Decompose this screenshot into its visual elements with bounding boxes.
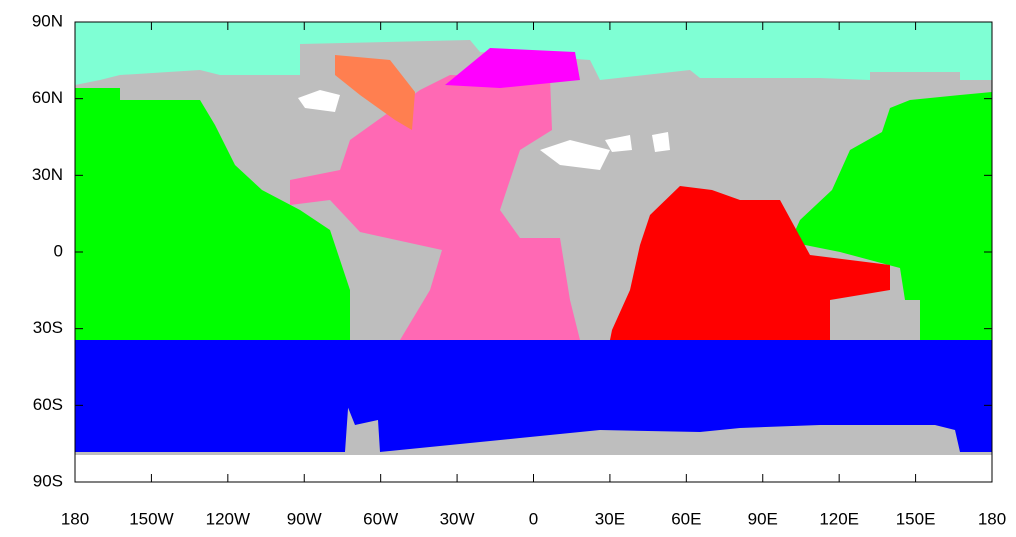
pacific-east-region <box>790 92 992 340</box>
y-tick-label: 60N <box>32 88 63 107</box>
indian-region <box>610 186 890 340</box>
x-tick-label: 90E <box>748 509 778 528</box>
x-tick-label: 150E <box>896 509 936 528</box>
land-patch <box>652 132 670 152</box>
land-patch <box>540 140 610 170</box>
x-tick-label: 90W <box>287 509 322 528</box>
land-patch <box>298 90 340 112</box>
y-tick-label: 30S <box>33 318 63 337</box>
x-tick-label: 30E <box>595 509 625 528</box>
land-patch <box>605 135 632 152</box>
southern-region <box>75 340 992 452</box>
nordic-region <box>445 48 580 88</box>
y-tick-label: 60S <box>33 395 63 414</box>
x-tick-label: 120W <box>206 509 250 528</box>
x-tick-label: 120E <box>819 509 859 528</box>
labrador-region <box>335 55 415 130</box>
x-tick-label: 30W <box>440 509 475 528</box>
atlantic-region <box>290 75 580 340</box>
map-regions <box>75 22 992 482</box>
x-tick-label: 0 <box>529 509 538 528</box>
y-tick-label: 30N <box>32 165 63 184</box>
x-tick-label: 60W <box>363 509 398 528</box>
pacific-west-region <box>75 88 350 340</box>
axes: 180 150W 120W 90W 60W 30W 0 30E 60E 90E 120E 150E 18… <box>32 11 1006 528</box>
x-tick-label: 180 <box>61 509 89 528</box>
y-tick-label: 90S <box>33 471 63 490</box>
x-tick-label: 60E <box>671 509 701 528</box>
x-tick-label: 180 <box>978 509 1006 528</box>
y-tick-label: 0 <box>54 241 63 260</box>
y-tick-label: 90N <box>32 11 63 30</box>
x-tick-label: 150W <box>129 509 173 528</box>
